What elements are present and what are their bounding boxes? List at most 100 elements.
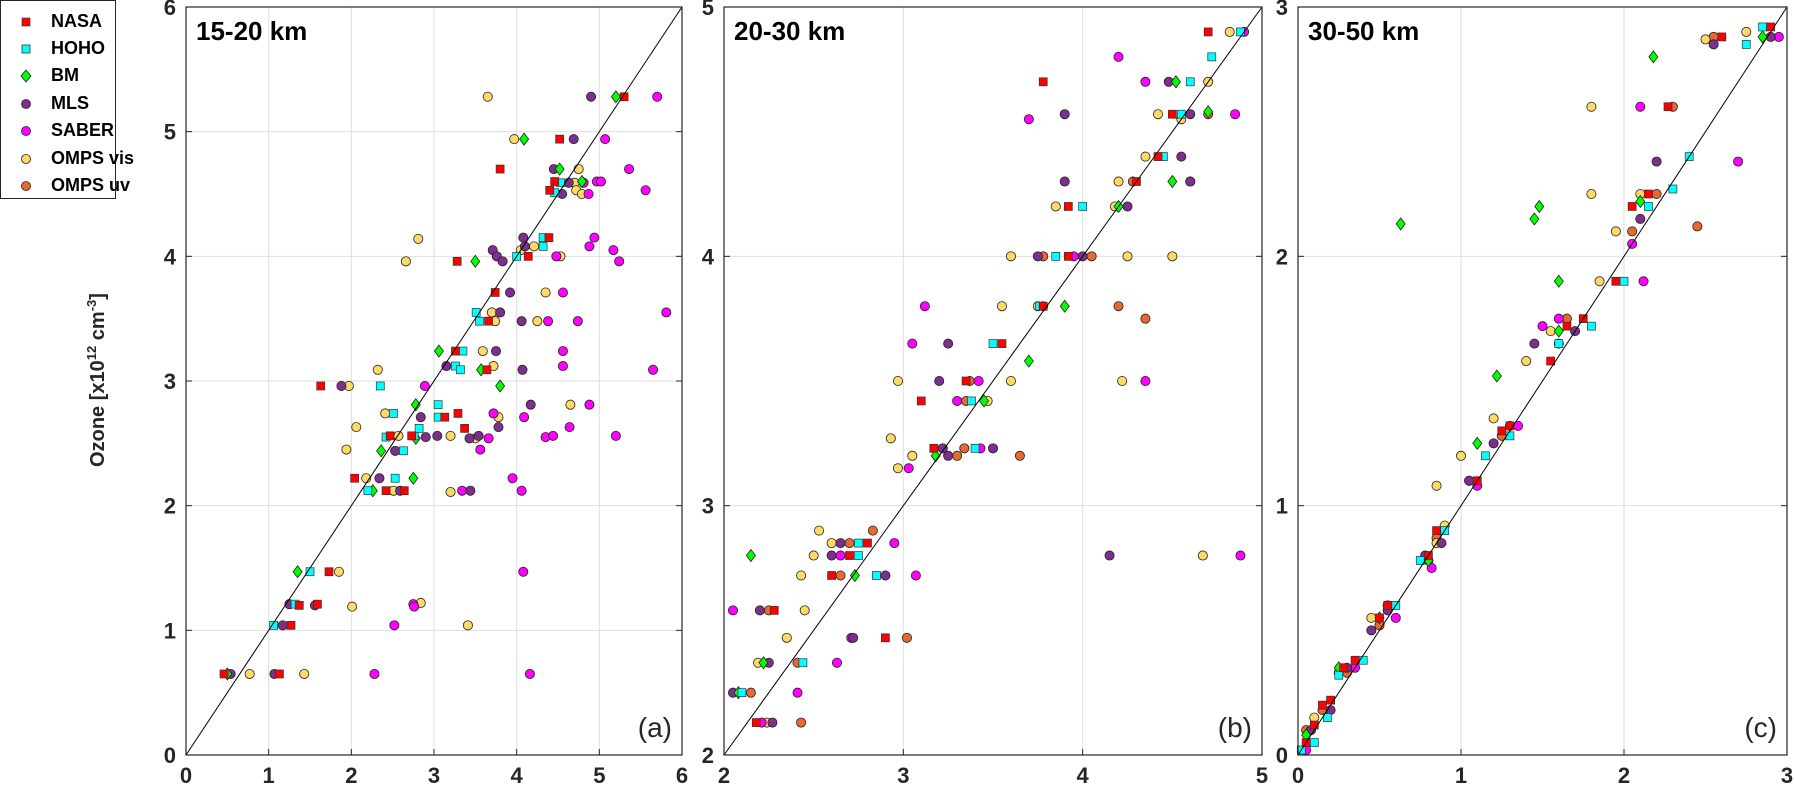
circle-marker-icon xyxy=(21,126,31,136)
data-point xyxy=(849,568,860,583)
data-point xyxy=(523,251,533,261)
data-point xyxy=(892,375,903,386)
data-point xyxy=(745,548,756,563)
legend-label: OMPS vis xyxy=(51,148,135,168)
series-mls xyxy=(1306,31,1776,736)
data-point xyxy=(919,301,930,312)
legend-item-mls: MLS xyxy=(1,91,117,117)
data-point xyxy=(457,485,468,496)
data-point xyxy=(872,571,881,580)
y-tick-label: 0 xyxy=(164,743,176,768)
data-point xyxy=(1395,217,1406,231)
data-point xyxy=(1472,436,1483,451)
data-point xyxy=(1207,52,1217,62)
data-point xyxy=(737,688,747,698)
data-point xyxy=(610,430,621,441)
data-point xyxy=(1488,413,1499,424)
x-tick-label: 1 xyxy=(1455,763,1467,787)
y-tick-label: 1 xyxy=(164,618,176,643)
data-point xyxy=(1078,202,1088,211)
data-point xyxy=(1651,156,1662,167)
data-point xyxy=(835,570,846,581)
data-point xyxy=(316,381,326,391)
data-point xyxy=(557,361,568,372)
data-point xyxy=(573,164,584,175)
data-point xyxy=(608,245,619,256)
data-point xyxy=(798,658,808,668)
data-point xyxy=(1700,34,1711,45)
data-point xyxy=(519,412,530,423)
data-point xyxy=(1505,421,1515,431)
data-point xyxy=(1170,75,1181,89)
data-point xyxy=(1627,226,1638,237)
data-point xyxy=(484,316,493,326)
data-point xyxy=(464,433,475,444)
data-point xyxy=(415,412,426,423)
data-point xyxy=(792,687,803,698)
data-point xyxy=(554,162,565,176)
data-point xyxy=(1224,26,1235,37)
data-point xyxy=(907,450,918,461)
panel-c: 0 1 2 3 0 1 2 3 30-50 km (c) xyxy=(1276,0,1793,787)
data-point xyxy=(1140,313,1151,324)
data-point xyxy=(727,605,738,616)
data-point xyxy=(1766,22,1776,32)
data-point xyxy=(745,687,756,698)
panel-a: 0 1 2 3 4 5 6 0 1 2 3 4 5 6 15-20 km (a) xyxy=(164,0,688,787)
data-point xyxy=(952,395,963,406)
data-point xyxy=(1122,201,1133,212)
data-point xyxy=(432,430,443,441)
data-point xyxy=(903,463,914,474)
circle-marker-icon xyxy=(21,99,31,109)
data-point xyxy=(943,338,954,349)
data-point xyxy=(576,174,587,189)
y-label-exponent: -3 xyxy=(84,300,99,312)
y-label-part: cm xyxy=(87,311,109,345)
data-point xyxy=(1663,102,1673,112)
data-point xyxy=(568,134,579,145)
data-point xyxy=(1546,356,1556,366)
data-point xyxy=(1553,324,1564,338)
data-point xyxy=(1638,276,1649,287)
legend-item-saber: SABER xyxy=(1,118,117,144)
data-point xyxy=(419,380,430,391)
data-point xyxy=(1505,431,1515,441)
y-tick-label: 3 xyxy=(702,494,714,519)
data-point xyxy=(277,620,288,631)
data-point xyxy=(458,346,468,356)
data-point xyxy=(614,256,625,267)
data-point xyxy=(1339,663,1348,673)
data-point xyxy=(1757,30,1768,44)
data-point xyxy=(1197,550,1208,561)
data-point xyxy=(1235,550,1246,561)
data-point xyxy=(532,316,543,327)
y-axis-label: Ozone [x1012 cm-3] xyxy=(84,293,109,467)
y-label-exponent: 12 xyxy=(84,346,99,360)
plot-border xyxy=(723,6,1263,756)
data-point xyxy=(1086,251,1097,262)
x-tick-label: 2 xyxy=(345,763,357,787)
data-point xyxy=(826,538,837,549)
data-point xyxy=(907,338,918,349)
x-tick-label: 3 xyxy=(897,763,909,787)
data-point xyxy=(1059,176,1070,187)
data-point xyxy=(769,606,779,615)
data-point xyxy=(390,473,400,483)
data-point xyxy=(589,232,600,243)
data-point xyxy=(390,445,401,456)
data-point xyxy=(483,433,494,444)
data-point xyxy=(885,433,896,444)
y-tick-label: 1 xyxy=(1276,494,1288,519)
data-point xyxy=(929,443,939,453)
data-point xyxy=(1456,450,1467,461)
data-point xyxy=(889,538,900,549)
data-point xyxy=(751,718,761,727)
data-point xyxy=(1383,601,1393,610)
data-point xyxy=(1063,251,1073,261)
series-mls xyxy=(727,76,1196,728)
x-tick-label: 1 xyxy=(263,763,275,787)
data-point xyxy=(529,241,540,252)
data-point xyxy=(389,409,398,418)
legend-item-bm: BM xyxy=(1,63,117,89)
data-point xyxy=(1309,738,1319,747)
